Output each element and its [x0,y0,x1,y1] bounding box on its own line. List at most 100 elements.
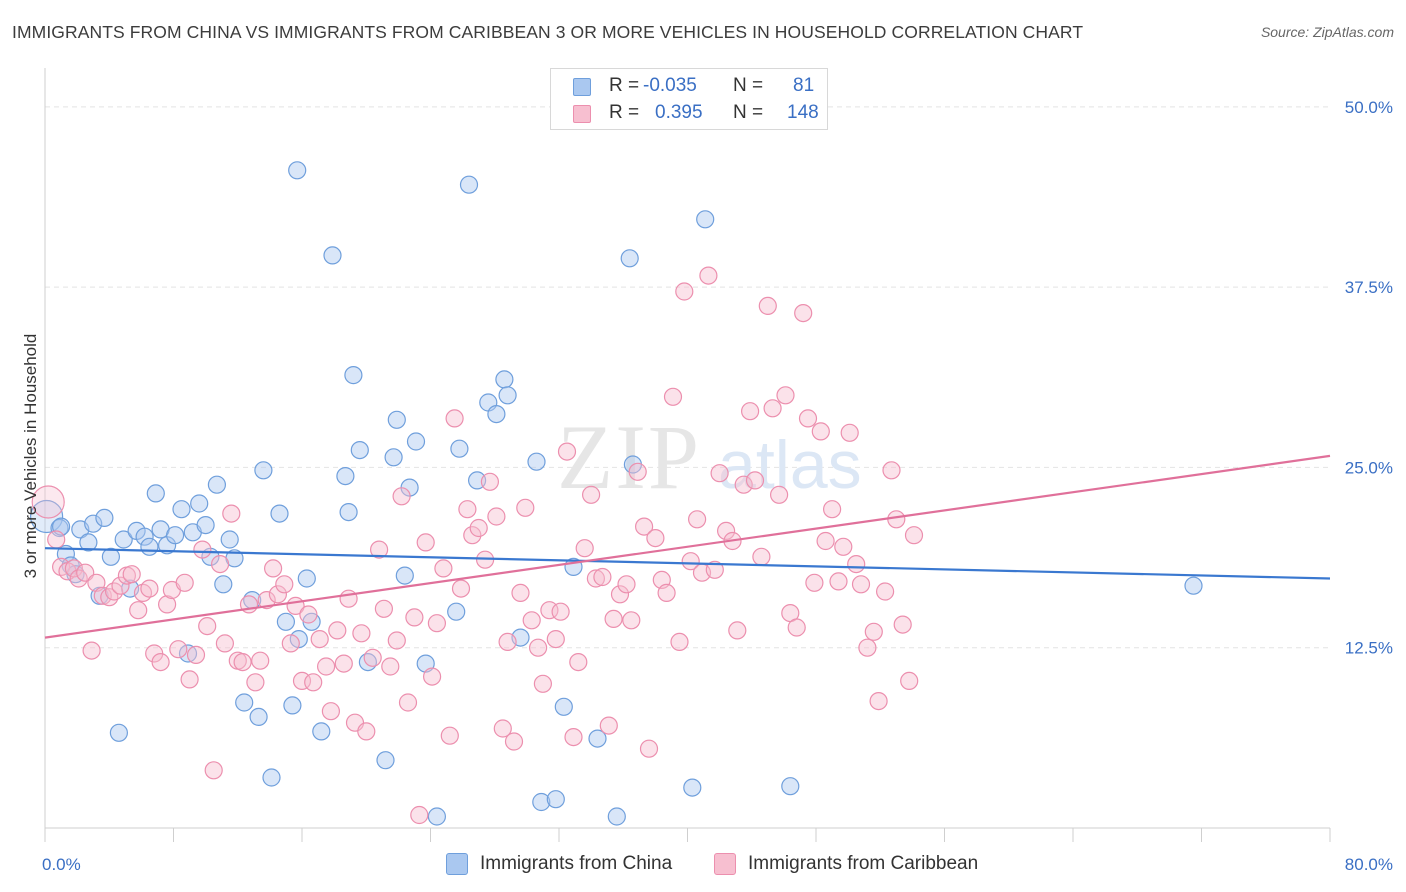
caribbean-point [875,582,895,601]
caribbean-point [569,652,588,672]
caribbean-point [299,605,318,624]
caribbean-point [122,565,141,584]
china-point [288,161,307,180]
caribbean-point [822,500,842,519]
china-point [166,526,185,545]
axes [44,68,1331,842]
n-value: 81 [793,75,815,96]
caribbean-point [357,722,376,741]
caribbean-point [675,282,694,301]
caribbean-point [681,552,700,571]
caribbean-point [811,422,830,441]
caribbean-point [275,575,294,594]
caribbean-point [31,485,65,519]
y-tick-label: 50.0% [1345,98,1393,117]
y-tick-label: 25.0% [1345,458,1393,477]
china-point [79,533,98,552]
china-point [447,602,466,621]
china-point [532,792,551,812]
caribbean-point [593,567,612,587]
caribbean-point [834,537,853,556]
caribbean-point [604,609,623,629]
caribbean-point [321,702,340,721]
r-label: R = [609,102,640,123]
caribbean-point [451,579,471,598]
china-point [588,729,607,748]
caribbean-point [663,387,683,406]
caribbean-point [893,615,912,634]
china-point [249,707,268,727]
caribbean-point [363,648,382,667]
china-point [312,722,331,741]
caribbean-point [211,554,230,574]
caribbean-point [634,517,654,536]
china-point [95,508,114,528]
china-point [498,386,517,405]
series-caribbean-points [31,266,924,825]
caribbean-point [516,498,535,517]
caribbean-point [175,573,194,592]
china-point [276,612,295,631]
source-label: Source: ZipAtlas.com [1260,24,1394,40]
caribbean-point [769,485,789,504]
caribbean-point [111,576,130,595]
china-point [395,566,414,585]
china-point [781,777,800,796]
caribbean-point [215,634,234,653]
china-point [109,723,129,742]
china-point [190,494,209,513]
caribbean-point [816,531,835,551]
caribbean-point [557,442,577,461]
caribbean-point [193,540,212,559]
caribbean-point [445,409,464,428]
n-label: N = [733,102,764,123]
china-swatch [573,78,591,96]
caribbean-point [310,629,329,649]
legend-label: Immigrants from China [480,853,673,874]
china-point [84,514,103,533]
caribbean-point [787,618,806,637]
caribbean-point [847,554,866,574]
caribbean-point [617,575,636,594]
caribbean-point [858,638,877,657]
china-swatch [446,853,468,875]
china-point [140,537,159,556]
caribbean-point [745,471,765,490]
caribbean-point [511,583,530,603]
tick-labels: 12.5% 25.0% 37.5% 50.0% 0.0% 80.0% [42,98,1393,874]
caribbean-point [900,671,919,691]
caribbean-point [64,559,84,578]
caribbean-point [752,547,771,566]
caribbean-point [763,399,782,418]
caribbean-point [493,719,512,738]
watermark-atlas: atlas [718,427,862,503]
caribbean-point [564,727,583,747]
caribbean-swatch [714,853,736,875]
caribbean-point [374,599,393,618]
china-point [196,515,215,535]
caribbean-point [434,559,453,578]
china-point [235,693,254,712]
caribbean-point [398,693,418,712]
china-point [172,500,191,519]
china-point [135,527,154,546]
caribbean-point [463,526,482,545]
caribbean-point [734,475,753,494]
series-legend: Immigrants from China Immigrants from Ca… [0,852,1406,878]
caribbean-point [740,402,760,421]
caribbean-point [599,716,618,735]
china-point [487,405,506,424]
caribbean-point [405,608,424,627]
caribbean-point [498,632,517,652]
caribbean-point [687,510,707,529]
caribbean-point [840,423,859,442]
caribbean-point [352,624,371,643]
china-trend-line [44,547,1331,580]
x-tick-label-min: 0.0% [42,855,81,874]
caribbean-point [716,521,736,541]
caribbean-point [186,645,206,665]
caribbean-point [528,638,548,657]
china-point [29,499,64,534]
china-point [459,175,479,194]
